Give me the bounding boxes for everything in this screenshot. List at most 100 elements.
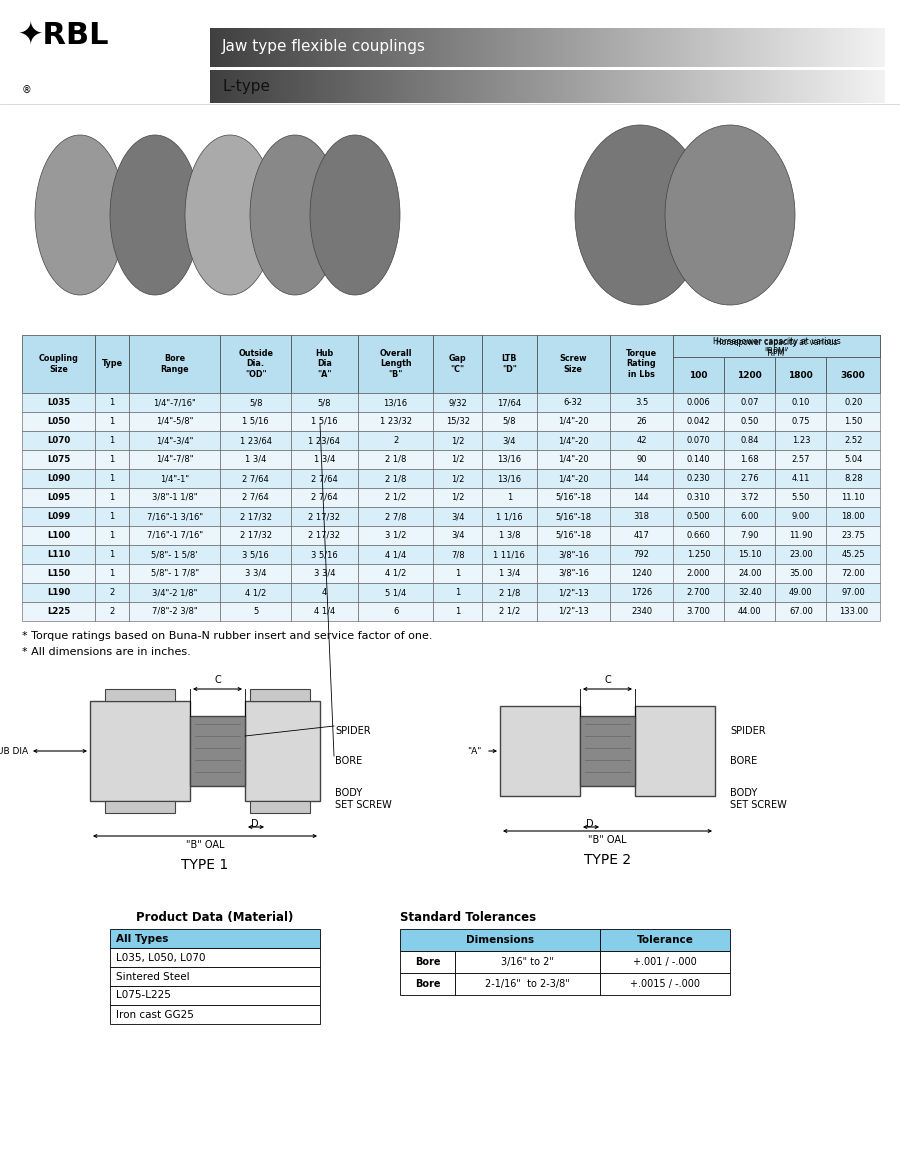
Text: 32.40: 32.40 — [738, 588, 761, 596]
Text: 3 5/16: 3 5/16 — [311, 550, 338, 559]
Bar — [536, 431, 610, 450]
Bar — [724, 602, 775, 621]
Text: 1/2: 1/2 — [451, 493, 464, 502]
Text: 1: 1 — [110, 493, 114, 502]
Bar — [291, 507, 358, 527]
Bar — [291, 545, 358, 564]
Text: Bore: Bore — [415, 979, 440, 989]
Text: 1/4"-3/4": 1/4"-3/4" — [156, 436, 194, 445]
Text: 2.700: 2.700 — [687, 588, 710, 596]
Text: 1800: 1800 — [788, 370, 814, 380]
Bar — [610, 469, 673, 488]
Bar — [129, 507, 220, 527]
Bar — [673, 336, 880, 356]
Bar — [826, 507, 880, 527]
Text: Sintered Steel: Sintered Steel — [116, 972, 190, 981]
Text: 3/4: 3/4 — [451, 511, 464, 521]
Text: 1: 1 — [110, 569, 114, 578]
Bar — [358, 431, 434, 450]
Text: 23.75: 23.75 — [842, 531, 865, 541]
Text: 13/16: 13/16 — [383, 398, 408, 407]
Bar — [635, 706, 715, 796]
Text: 1 23/64: 1 23/64 — [309, 436, 340, 445]
Bar — [826, 564, 880, 582]
Bar — [482, 564, 536, 582]
Bar — [129, 412, 220, 431]
Text: 0.07: 0.07 — [741, 398, 759, 407]
Text: 2 1/2: 2 1/2 — [385, 493, 406, 502]
Text: 5/8: 5/8 — [503, 417, 517, 426]
Bar — [724, 564, 775, 582]
Bar — [500, 706, 580, 796]
Text: 26: 26 — [636, 417, 647, 426]
Bar — [129, 488, 220, 507]
Bar — [95, 527, 129, 545]
Bar — [724, 431, 775, 450]
Text: * Torque ratings based on Buna-N rubber insert and service factor of one.: * Torque ratings based on Buna-N rubber … — [22, 631, 433, 641]
Bar — [434, 393, 482, 412]
Bar — [95, 507, 129, 527]
Text: 15/32: 15/32 — [446, 417, 470, 426]
Text: 1/2: 1/2 — [451, 456, 464, 464]
Bar — [775, 545, 826, 564]
Bar — [673, 412, 725, 431]
Bar — [22, 602, 95, 621]
Text: ✦RBL: ✦RBL — [18, 20, 110, 49]
Bar — [482, 336, 536, 393]
Text: 1: 1 — [110, 531, 114, 541]
Text: Horsepower capacity at various: Horsepower capacity at various — [716, 338, 837, 347]
Bar — [775, 450, 826, 469]
Bar — [826, 393, 880, 412]
Text: LTB
"D": LTB "D" — [501, 354, 518, 374]
Text: 2 7/64: 2 7/64 — [311, 493, 338, 502]
Text: 97.00: 97.00 — [842, 588, 865, 596]
Text: 7/16"-1 3/16": 7/16"-1 3/16" — [147, 511, 202, 521]
Bar — [22, 469, 95, 488]
Bar — [482, 527, 536, 545]
Bar — [673, 431, 725, 450]
Bar — [22, 336, 95, 393]
Bar — [358, 469, 434, 488]
Bar — [536, 602, 610, 621]
Bar — [358, 488, 434, 507]
Bar — [580, 716, 635, 786]
Text: 1200: 1200 — [737, 370, 762, 380]
Text: SET SCREW: SET SCREW — [335, 800, 392, 810]
Bar — [724, 412, 775, 431]
Text: L035, L050, L070: L035, L050, L070 — [116, 953, 205, 962]
Text: * All dimensions are in inches.: * All dimensions are in inches. — [22, 647, 191, 657]
Text: L090: L090 — [47, 474, 70, 483]
Bar — [129, 582, 220, 602]
Text: 5.50: 5.50 — [792, 493, 810, 502]
Text: 3600: 3600 — [841, 370, 866, 380]
Bar — [291, 450, 358, 469]
Bar — [610, 431, 673, 450]
Text: 1: 1 — [110, 550, 114, 559]
Bar — [826, 336, 880, 393]
Text: 2 17/32: 2 17/32 — [309, 511, 340, 521]
Bar — [434, 545, 482, 564]
Text: 15.10: 15.10 — [738, 550, 761, 559]
Bar — [434, 582, 482, 602]
Bar — [610, 527, 673, 545]
Text: 1 11/16: 1 11/16 — [493, 550, 526, 559]
Text: 2.52: 2.52 — [844, 436, 862, 445]
Text: 1/4"-20: 1/4"-20 — [558, 456, 589, 464]
Text: 4 1/2: 4 1/2 — [245, 588, 266, 596]
Text: 792: 792 — [634, 550, 650, 559]
Bar — [291, 602, 358, 621]
Bar — [775, 507, 826, 527]
Bar — [95, 545, 129, 564]
Bar — [826, 602, 880, 621]
Bar — [358, 393, 434, 412]
Text: Dimensions: Dimensions — [466, 935, 534, 945]
Bar — [220, 431, 291, 450]
Text: 2: 2 — [393, 436, 399, 445]
Text: 2 1/8: 2 1/8 — [499, 588, 520, 596]
Bar — [129, 393, 220, 412]
Text: Hub
Dia
"A": Hub Dia "A" — [315, 350, 334, 379]
Text: D: D — [586, 819, 594, 829]
Bar — [775, 564, 826, 582]
Text: 417: 417 — [634, 531, 650, 541]
Bar — [400, 929, 600, 951]
